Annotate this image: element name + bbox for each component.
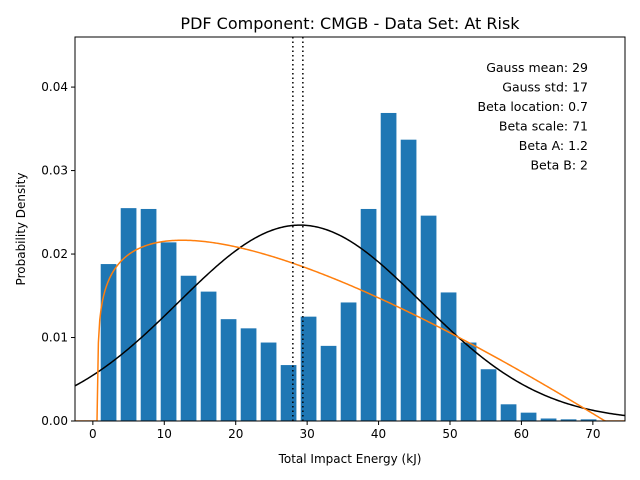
x-axis-label: Total Impact Energy (kJ) xyxy=(278,452,422,466)
y-tick-label: 0.03 xyxy=(41,164,68,178)
gauss-curve xyxy=(75,224,625,417)
y-tick-label: 0.02 xyxy=(41,247,68,261)
x-tick-label: 70 xyxy=(585,427,600,441)
y-axis-ticks: 0.00 0.01 0.02 0.03 0.04 xyxy=(41,80,75,428)
x-tick-label: 30 xyxy=(300,427,315,441)
bar xyxy=(400,139,417,421)
annotation-line: Beta location: 0.7 xyxy=(478,99,588,114)
bar xyxy=(320,345,337,421)
annotation-line: Beta scale: 71 xyxy=(499,119,588,134)
bar xyxy=(200,291,217,421)
bar xyxy=(100,264,117,421)
bar xyxy=(180,275,197,421)
bar xyxy=(380,112,397,422)
annotation-line: Gauss mean: 29 xyxy=(486,60,588,75)
bar xyxy=(240,328,257,421)
bar xyxy=(140,208,157,421)
annotation-box: Gauss mean: 29 Gauss std: 17 Beta location… xyxy=(478,60,589,173)
x-tick-label: 10 xyxy=(157,427,172,441)
annotation-line: Beta B: 2 xyxy=(530,158,588,173)
bar xyxy=(500,404,517,421)
bar xyxy=(460,342,477,421)
x-tick-label: 20 xyxy=(228,427,243,441)
bars-layer xyxy=(100,112,597,422)
bar xyxy=(360,208,377,421)
y-tick-label: 0.00 xyxy=(41,414,68,428)
bar xyxy=(340,302,357,421)
bar xyxy=(220,319,237,421)
bar xyxy=(160,242,177,421)
bar xyxy=(580,419,597,421)
y-tick-label: 0.01 xyxy=(41,331,68,345)
bar xyxy=(540,418,557,421)
bar xyxy=(480,369,497,421)
vlines-layer xyxy=(292,37,304,421)
x-tick-label: 60 xyxy=(514,427,529,441)
beta-curve xyxy=(75,239,625,421)
bar xyxy=(440,292,457,421)
plot-frame xyxy=(74,36,626,422)
bar xyxy=(120,208,137,421)
bar xyxy=(280,365,297,421)
chart-title: PDF Component: CMGB - Data Set: At Risk xyxy=(180,14,520,33)
x-tick-label: 40 xyxy=(371,427,386,441)
x-tick-label: 0 xyxy=(89,427,97,441)
bar xyxy=(300,316,317,421)
bar xyxy=(520,412,537,421)
y-tick-label: 0.04 xyxy=(41,80,68,94)
x-axis-ticks: 0 10 20 30 40 50 60 70 xyxy=(89,421,600,441)
bar xyxy=(420,215,437,421)
x-tick-label: 50 xyxy=(442,427,457,441)
annotation-line: Gauss std: 17 xyxy=(502,80,588,95)
y-axis-label: Probability Density xyxy=(14,173,28,286)
curves-layer xyxy=(75,224,625,421)
annotation-line: Beta A: 1.2 xyxy=(519,138,588,153)
bar xyxy=(560,419,577,421)
bar xyxy=(260,342,277,421)
